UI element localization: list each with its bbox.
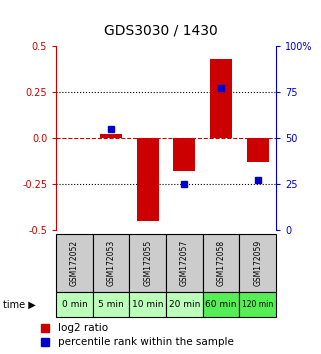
Text: GSM172058: GSM172058 <box>217 240 226 286</box>
Text: 120 min: 120 min <box>242 300 273 309</box>
Text: 10 min: 10 min <box>132 300 163 309</box>
Bar <box>247 138 269 162</box>
Text: GDS3030 / 1430: GDS3030 / 1430 <box>104 23 217 37</box>
Bar <box>239 234 276 292</box>
Bar <box>137 138 159 221</box>
Bar <box>203 292 239 317</box>
Bar <box>56 292 93 317</box>
Text: 0 min: 0 min <box>62 300 87 309</box>
Text: log2 ratio: log2 ratio <box>58 322 108 332</box>
Bar <box>173 138 195 171</box>
Bar <box>239 292 276 317</box>
Bar <box>93 292 129 317</box>
Bar <box>129 292 166 317</box>
Text: time ▶: time ▶ <box>3 299 36 309</box>
Text: GSM172057: GSM172057 <box>180 240 189 286</box>
Text: GSM172055: GSM172055 <box>143 240 152 286</box>
Text: 20 min: 20 min <box>169 300 200 309</box>
Text: GSM172052: GSM172052 <box>70 240 79 286</box>
Text: percentile rank within the sample: percentile rank within the sample <box>58 337 234 348</box>
Bar <box>166 234 203 292</box>
Bar <box>129 234 166 292</box>
Bar <box>100 135 122 138</box>
Text: 60 min: 60 min <box>205 300 237 309</box>
Bar <box>203 234 239 292</box>
Bar <box>56 234 93 292</box>
Text: 5 min: 5 min <box>98 300 124 309</box>
Text: GSM172059: GSM172059 <box>253 240 262 286</box>
Text: GSM172053: GSM172053 <box>107 240 116 286</box>
Bar <box>210 59 232 138</box>
Bar <box>93 234 129 292</box>
Bar <box>166 292 203 317</box>
